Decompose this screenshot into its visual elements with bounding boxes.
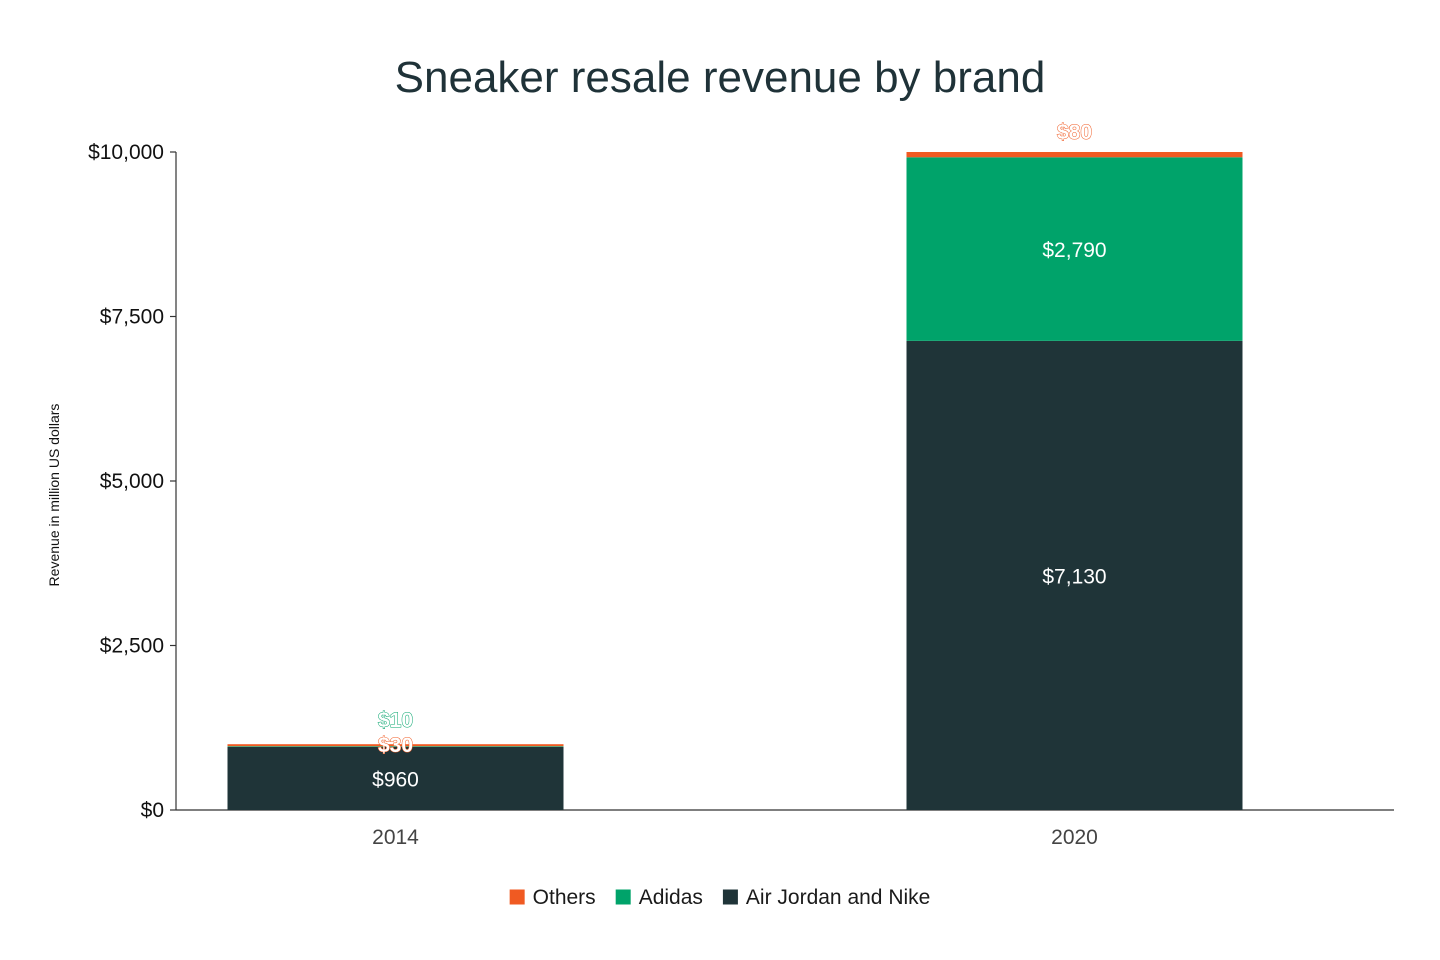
- y-axis-label: Revenue in million US dollars: [46, 404, 62, 587]
- bar-others-2020: [906, 152, 1243, 158]
- legend-swatch-others: [509, 889, 525, 905]
- data-label-adidas-2020: $2,790: [1042, 239, 1106, 262]
- y-tick-label: $5,000: [100, 470, 164, 493]
- y-tick-label: $2,500: [100, 635, 164, 658]
- legend-label: Adidas: [639, 886, 703, 909]
- bars: [227, 152, 1243, 810]
- x-tick-label: 2020: [1051, 826, 1098, 849]
- data-label-air-jordan-and-nike-2020: $7,130: [1042, 565, 1106, 588]
- chart-title: Sneaker resale revenue by brand: [395, 53, 1046, 102]
- x-tick-label: 2014: [372, 826, 419, 849]
- bar-adidas-2014: [227, 746, 564, 747]
- y-tick-label: $0: [141, 799, 164, 822]
- legend-swatch-adidas: [615, 889, 631, 905]
- bar-others-2014: [227, 744, 564, 747]
- data-labels: $960 $10$30 $7,130 $2,790 $80: [372, 121, 1106, 792]
- data-label-others-2020: $80: [1057, 121, 1092, 144]
- data-label-others-2014: $30: [378, 734, 413, 757]
- legend-label: Others: [533, 886, 596, 909]
- legend-swatch-air-jordan-and-nike: [722, 889, 738, 905]
- legend-label: Air Jordan and Nike: [746, 886, 930, 909]
- bar-adidas-2020: [906, 157, 1243, 341]
- data-label-air-jordan-and-nike-2014: $960: [372, 768, 419, 791]
- y-tick-label: $10,000: [88, 141, 164, 164]
- bar-air-jordan-and-nike-2020: [906, 340, 1243, 810]
- bar-air-jordan-and-nike-2014: [227, 746, 564, 810]
- y-tick-label: $7,500: [100, 306, 164, 329]
- data-label-adidas-2014: $10: [378, 709, 413, 732]
- legend: Others Adidas Air Jordan and Nike: [509, 886, 930, 909]
